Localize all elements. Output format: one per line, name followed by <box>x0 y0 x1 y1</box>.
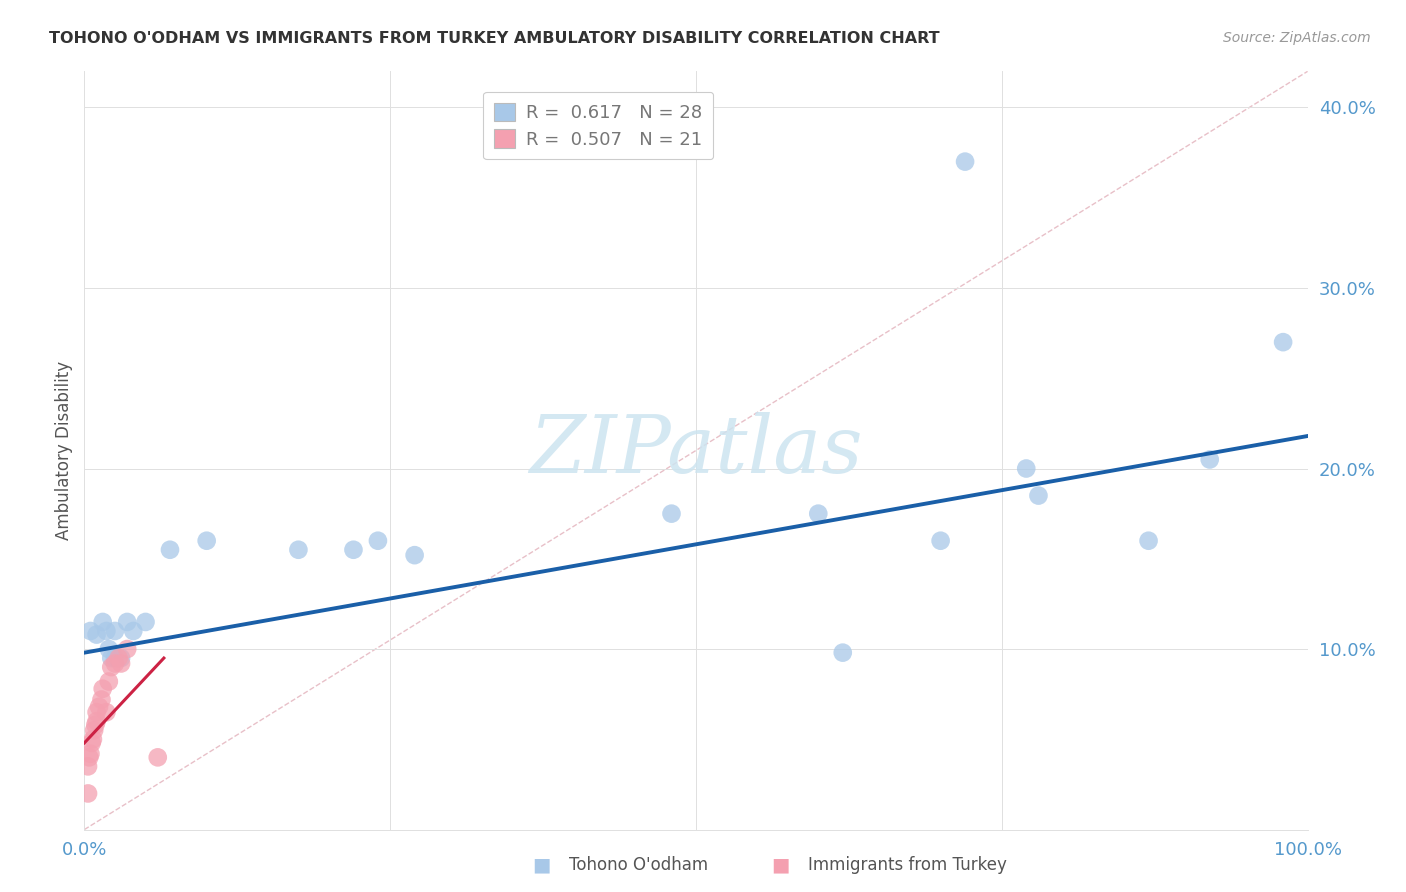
Point <box>831 646 853 660</box>
Text: ZIPatlas: ZIPatlas <box>529 412 863 489</box>
Point <box>146 750 169 764</box>
Point <box>404 548 426 562</box>
Point <box>107 651 129 665</box>
Point <box>110 651 132 665</box>
Text: ■: ■ <box>770 855 790 875</box>
Point <box>86 714 108 729</box>
Point <box>115 642 138 657</box>
Point <box>1198 452 1220 467</box>
Point <box>1137 533 1160 548</box>
Point <box>100 660 122 674</box>
Point <box>135 615 157 629</box>
Point <box>77 787 100 801</box>
Point <box>91 681 114 696</box>
Point <box>97 642 120 657</box>
Point <box>953 154 976 169</box>
Point <box>342 542 364 557</box>
Point <box>91 615 114 629</box>
Point <box>115 615 138 629</box>
Point <box>122 624 145 638</box>
Point <box>661 507 683 521</box>
Point <box>807 507 830 521</box>
Point <box>80 736 103 750</box>
Point <box>87 699 110 714</box>
Point <box>77 750 100 764</box>
Point <box>287 542 309 557</box>
Point <box>100 651 122 665</box>
Point <box>110 657 132 671</box>
Text: Tohono O'odham: Tohono O'odham <box>569 856 709 874</box>
Point <box>82 732 104 747</box>
Point <box>1015 461 1038 475</box>
Text: TOHONO O'ODHAM VS IMMIGRANTS FROM TURKEY AMBULATORY DISABILITY CORRELATION CHART: TOHONO O'ODHAM VS IMMIGRANTS FROM TURKEY… <box>49 31 939 46</box>
Point <box>104 624 127 638</box>
Point <box>104 657 127 671</box>
Point <box>90 692 112 706</box>
Point <box>159 542 181 557</box>
Text: Source: ZipAtlas.com: Source: ZipAtlas.com <box>1223 31 1371 45</box>
Point <box>86 705 108 719</box>
Point <box>83 723 105 738</box>
Text: ■: ■ <box>531 855 551 875</box>
Point <box>1028 489 1050 503</box>
Point <box>96 705 118 719</box>
Point <box>86 627 108 641</box>
Point <box>1272 335 1295 350</box>
Point <box>77 759 100 773</box>
Y-axis label: Ambulatory Disability: Ambulatory Disability <box>55 361 73 540</box>
Legend: R =  0.617   N = 28, R =  0.507   N = 21: R = 0.617 N = 28, R = 0.507 N = 21 <box>484 92 713 160</box>
Point <box>79 624 101 638</box>
Point <box>84 718 107 732</box>
Point <box>97 674 120 689</box>
Point <box>367 533 389 548</box>
Point <box>96 624 118 638</box>
Text: Immigrants from Turkey: Immigrants from Turkey <box>808 856 1007 874</box>
Point <box>79 747 101 761</box>
Point <box>104 651 127 665</box>
Point <box>195 533 218 548</box>
Point <box>929 533 952 548</box>
